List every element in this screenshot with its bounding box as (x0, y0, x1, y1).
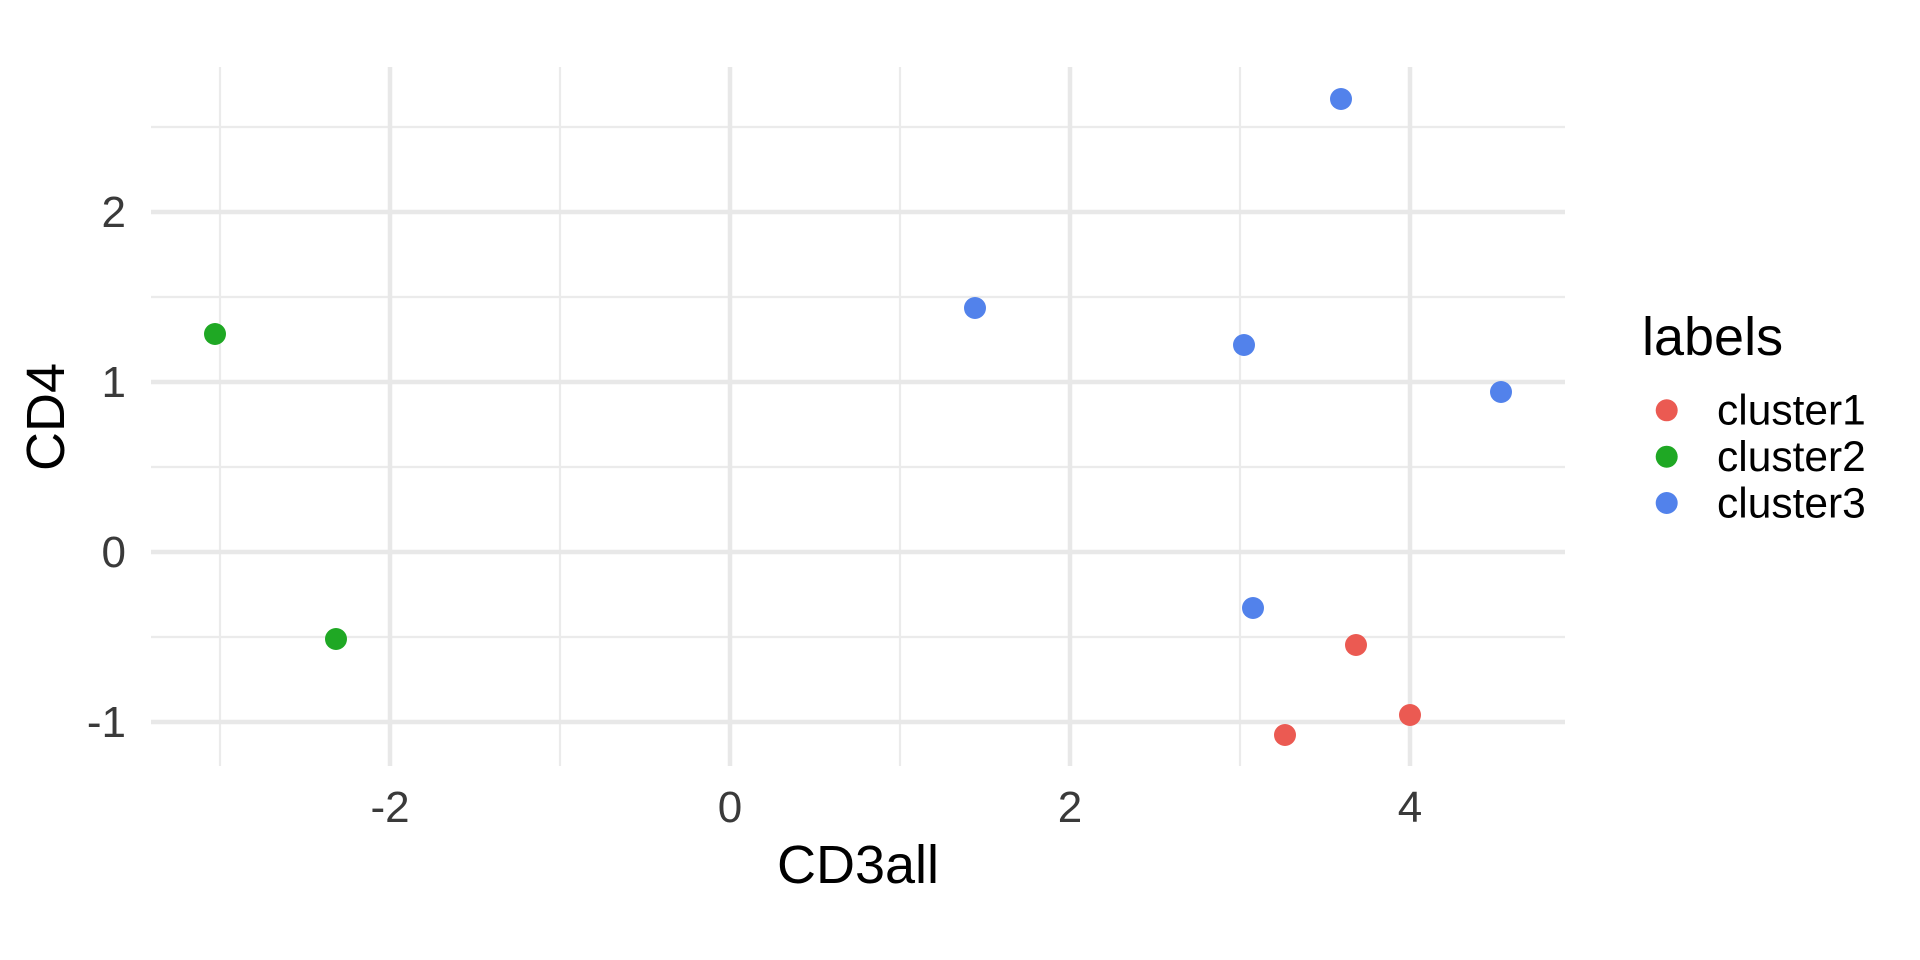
svg-text:cluster3: cluster3 (1717, 480, 1866, 527)
svg-text:0: 0 (718, 783, 742, 832)
svg-text:cluster1: cluster1 (1717, 388, 1866, 435)
svg-text:cluster2: cluster2 (1717, 434, 1866, 481)
svg-text:1: 1 (102, 358, 126, 407)
svg-text:2: 2 (1058, 783, 1082, 832)
svg-text:0: 0 (102, 528, 126, 577)
svg-text:-2: -2 (370, 783, 409, 832)
svg-text:-1: -1 (87, 698, 126, 747)
svg-text:CD3all: CD3all (777, 835, 939, 895)
svg-text:labels: labels (1642, 307, 1783, 367)
svg-text:4: 4 (1398, 783, 1422, 832)
svg-text:CD4: CD4 (16, 363, 76, 471)
svg-text:2: 2 (102, 188, 126, 237)
